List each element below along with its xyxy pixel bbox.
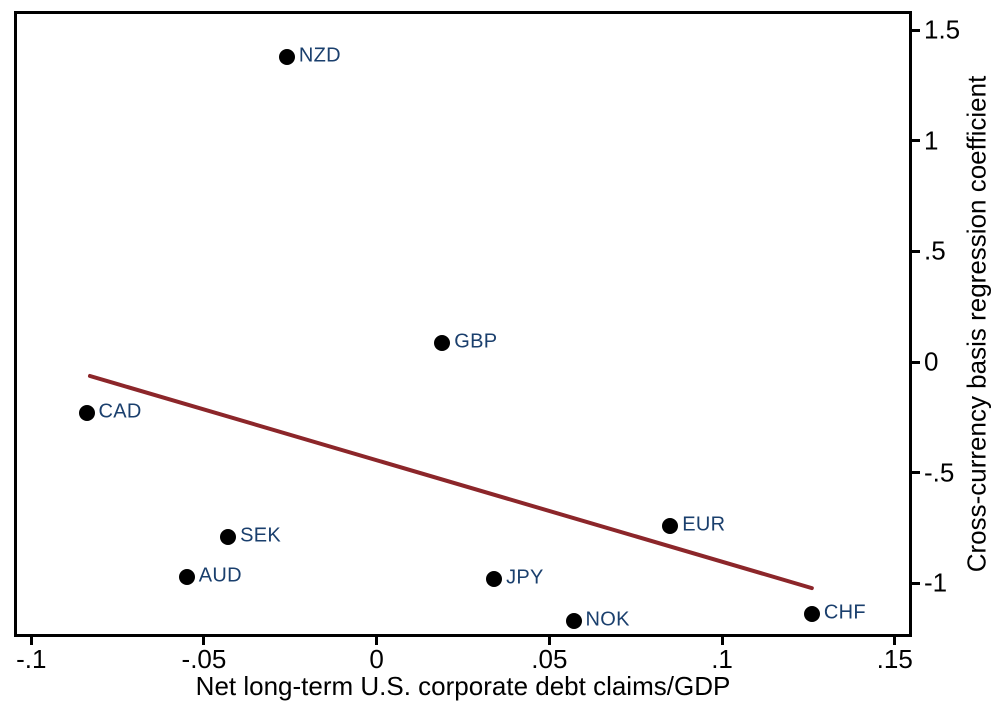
y-tick-label: 0	[924, 346, 939, 377]
point-label-eur: EUR	[682, 513, 726, 536]
data-point-jpy	[486, 570, 503, 587]
data-point-eur	[662, 517, 679, 534]
data-point-aud	[178, 568, 195, 585]
y-tick-label: -1	[924, 567, 948, 598]
y-tick-label: 1.5	[924, 14, 961, 45]
x-tick-label: .1	[711, 644, 733, 674]
x-tick	[202, 637, 206, 645]
plot-canvas: NZD GBP CAD SEK AUD EUR JPY NOK CHF	[14, 11, 912, 637]
x-tick-label: .15	[876, 644, 913, 674]
x-axis-title: Net long-term U.S. corporate debt claims…	[195, 671, 731, 701]
x-tick-label: -.05	[181, 644, 227, 674]
data-point-nok	[565, 612, 582, 629]
point-label-sek: SEK	[240, 524, 282, 547]
x-tick-label: -.1	[16, 644, 47, 674]
point-label-jpy: JPY	[506, 566, 544, 589]
x-tick-label: .05	[531, 644, 568, 674]
data-point-cad	[78, 404, 95, 421]
data-point-chf	[803, 606, 820, 623]
y-tick-label: -.5	[924, 457, 955, 488]
regression-fit-line	[87, 373, 814, 591]
plot-frame	[14, 11, 912, 637]
point-label-cad: CAD	[98, 400, 142, 423]
y-tick	[912, 249, 920, 253]
x-tick	[375, 637, 379, 645]
y-tick	[912, 28, 920, 32]
y-tick	[912, 139, 920, 143]
x-tick	[547, 637, 551, 645]
point-label-nzd: NZD	[298, 44, 341, 67]
regression-line-layer	[87, 373, 814, 591]
x-tick-label: 0	[369, 644, 384, 674]
point-label-aud: AUD	[198, 564, 242, 587]
x-tick	[720, 637, 724, 645]
y-tick-label: 1	[924, 125, 939, 156]
x-tick	[893, 637, 897, 645]
data-point-sek	[220, 528, 237, 545]
data-point-nzd	[278, 48, 295, 65]
data-point-gbp	[434, 335, 451, 352]
x-tick	[29, 637, 33, 645]
point-label-nok: NOK	[585, 608, 630, 631]
y-tick	[912, 360, 920, 364]
y-tick	[912, 581, 920, 585]
y-tick	[912, 471, 920, 475]
point-label-chf: CHF	[823, 601, 866, 624]
point-label-gbp: GBP	[454, 330, 498, 353]
y-tick-label: .5	[924, 235, 946, 266]
y-axis-title: Cross-currency basis regression coeffici…	[961, 75, 992, 573]
